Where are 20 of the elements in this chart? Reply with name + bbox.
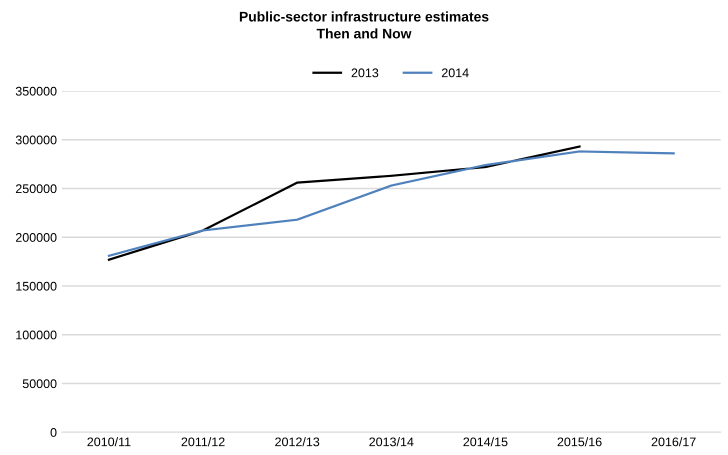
x-tick-label: 2012/13 [275,437,320,446]
x-tick-label: 2011/12 [182,437,225,446]
x-tick-label: 2015/16 [558,437,602,446]
y-tick-label: 50000 [22,379,57,388]
x-tick-label: 2013/14 [369,437,414,446]
line-series [108,150,675,257]
y-tick-label: 300000 [16,136,57,144]
y-tick-label: 200000 [16,233,57,242]
y-tick-label: 100000 [16,330,57,340]
line-series [108,145,581,261]
y-tick-label: 0 [50,428,57,437]
chart-title: Public-sector infrastructure estimates Then and Now [240,11,488,39]
x-tick-label: 2016/17 [652,437,696,446]
legend-label: 2014 [442,68,469,78]
y-tick-label: 150000 [16,282,57,291]
legend-label: 2013 [352,68,378,78]
x-tick-label: 2014/15 [463,437,508,446]
y-tick-label: 250000 [16,184,57,194]
x-tick-label: 2010/11 [87,437,130,446]
y-tick-label: 350000 [16,86,57,96]
